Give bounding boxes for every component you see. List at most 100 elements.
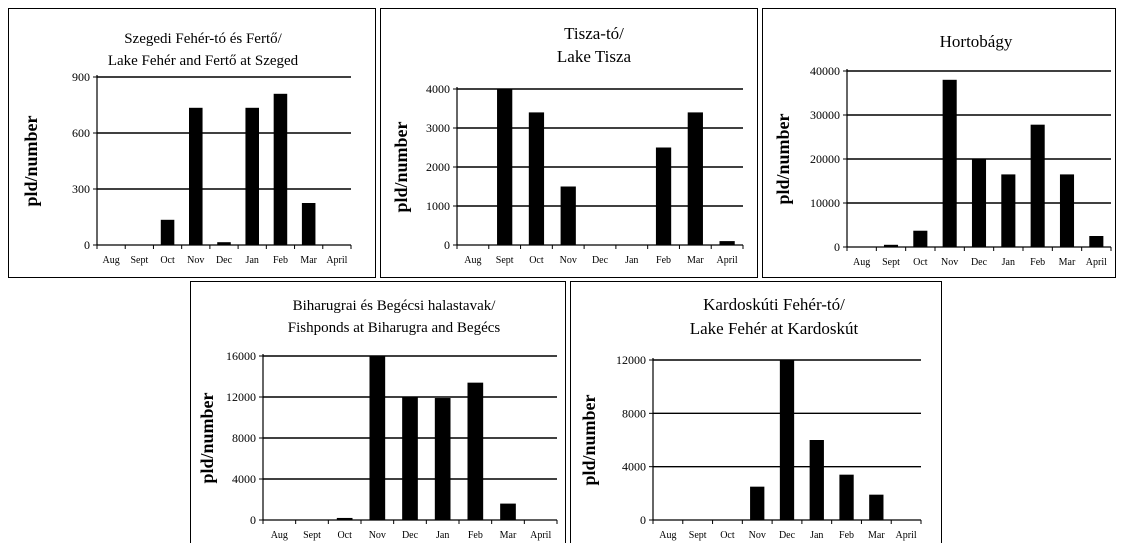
- bar-nov: [750, 486, 765, 520]
- chart-title-line-1: Biharugrai és Begécsi halastavak/: [293, 298, 497, 314]
- y-tick-label: 900: [72, 70, 90, 84]
- chart-title-line-1: Tisza-tó/: [564, 24, 624, 43]
- y-tick-label: 2000: [426, 160, 450, 174]
- x-tick-label: Sept: [689, 530, 707, 541]
- bar-mar: [869, 494, 884, 520]
- chart-title-line-1: Kardoskúti Fehér-tó/: [703, 295, 845, 314]
- bar-chart-tisza: Tisza-tó/Lake Tisza 0 1000 2000 3000 4000 Aug S…: [391, 24, 744, 266]
- bar-oct: [913, 230, 928, 247]
- bar-sept: [883, 244, 899, 247]
- x-tick-label: Jan: [625, 255, 638, 266]
- x-tick-label: Mar: [300, 255, 317, 266]
- x-tick-label: Dec: [592, 255, 609, 266]
- x-tick-label: Aug: [102, 255, 119, 266]
- bar-dec: [402, 397, 418, 520]
- bar-dec: [971, 159, 987, 247]
- y-tick-label: 4000: [622, 460, 646, 474]
- x-tick-label: Mar: [868, 530, 885, 541]
- bar-jan: [245, 107, 259, 245]
- x-tick-label: Oct: [337, 530, 352, 541]
- x-tick-label: Sept: [496, 255, 514, 266]
- y-tick-label: 300: [72, 182, 90, 196]
- y-tick-label: 600: [72, 126, 90, 140]
- x-tick-label: Aug: [853, 257, 870, 268]
- x-tick-label: Nov: [941, 257, 958, 268]
- chart-panel-tisza: Tisza-tó/Lake Tisza 0 1000 2000 3000 4000 Aug S…: [380, 8, 758, 278]
- bar-chart-biharugra: Biharugrai és Begécsi halastavak/Fishpon…: [197, 298, 558, 541]
- y-tick-label: 12000: [616, 353, 646, 367]
- x-tick-label: Aug: [659, 530, 676, 541]
- y-tick-label: 30000: [810, 108, 840, 122]
- x-tick-label: Jan: [436, 530, 449, 541]
- x-tick-label: April: [326, 255, 347, 266]
- chart-panel-biharugra: Biharugrai és Begécsi halastavak/Fishpon…: [190, 281, 566, 543]
- x-tick-label: Jan: [810, 530, 823, 541]
- x-tick-label: Dec: [402, 530, 419, 541]
- y-tick-label: 20000: [810, 152, 840, 166]
- x-tick-label: Sept: [303, 530, 321, 541]
- bar-nov: [560, 186, 576, 245]
- bar-chart-hortobagy: Hortobágy 0 10000 20000 30000 40000 Aug Sept Oct…: [773, 32, 1112, 268]
- x-tick-label: Aug: [464, 255, 481, 266]
- y-tick-label: 0: [84, 238, 90, 252]
- chart-panel-kardoskut: Kardoskúti Fehér-tó/Lake Fehér at Kardos…: [570, 281, 942, 543]
- y-tick-label: 0: [444, 238, 450, 252]
- x-tick-label: April: [717, 255, 738, 266]
- y-axis-label: pld/number: [391, 121, 411, 212]
- x-tick-label: Jan: [1002, 257, 1015, 268]
- bar-mar: [500, 503, 516, 520]
- chart-panel-hortobagy: Hortobágy 0 10000 20000 30000 40000 Aug Sept Oct…: [762, 8, 1116, 278]
- x-tick-label: Feb: [1030, 257, 1045, 268]
- bar-feb: [839, 474, 854, 520]
- bar-jan: [434, 398, 451, 520]
- bar-feb: [1030, 124, 1045, 247]
- bar-chart-szeged: Szegedi Fehér-tó és Fertő/Lake Fehér and…: [21, 31, 352, 266]
- y-tick-label: 0: [250, 513, 256, 527]
- bar-nov: [942, 79, 957, 247]
- y-tick-label: 16000: [226, 349, 256, 363]
- y-axis-label: pld/number: [773, 113, 793, 204]
- chart-title-line-2: Lake Tisza: [557, 47, 632, 66]
- bar-oct: [336, 517, 353, 520]
- x-tick-label: Feb: [273, 255, 288, 266]
- y-tick-label: 12000: [226, 390, 256, 404]
- bar-april: [1089, 236, 1104, 247]
- x-tick-label: Aug: [271, 530, 288, 541]
- y-tick-label: 8000: [232, 431, 256, 445]
- x-tick-label: Nov: [560, 255, 577, 266]
- y-tick-label: 10000: [810, 196, 840, 210]
- y-axis-label: pld/number: [197, 392, 217, 483]
- chart-panel-szeged: Szegedi Fehér-tó és Fertő/Lake Fehér and…: [8, 8, 376, 278]
- y-tick-label: 0: [640, 513, 646, 527]
- bar-mar: [687, 112, 703, 246]
- bar-jan: [809, 440, 824, 520]
- x-tick-label: April: [1086, 257, 1107, 268]
- chart-title-line-2: Lake Fehér and Fertő at Szeged: [108, 53, 299, 69]
- x-tick-label: Sept: [130, 255, 148, 266]
- bar-jan: [1001, 174, 1016, 247]
- bar-feb: [655, 147, 672, 245]
- x-tick-label: Oct: [529, 255, 544, 266]
- bar-nov: [369, 356, 386, 520]
- bar-chart-kardoskut: Kardoskúti Fehér-tó/Lake Fehér at Kardos…: [579, 295, 922, 541]
- chart-title-line-1: Hortobágy: [940, 32, 1013, 51]
- x-tick-label: Feb: [468, 530, 483, 541]
- bar-oct: [528, 112, 545, 246]
- y-tick-label: 40000: [810, 64, 840, 78]
- bar-april: [719, 241, 735, 245]
- bar-feb: [467, 382, 484, 520]
- x-tick-label: Mar: [687, 255, 704, 266]
- y-tick-label: 1000: [426, 199, 450, 213]
- bar-feb: [273, 93, 288, 245]
- x-tick-label: Oct: [720, 530, 735, 541]
- bar-oct: [160, 219, 175, 245]
- bar-dec: [217, 242, 231, 245]
- x-tick-label: Dec: [216, 255, 233, 266]
- x-tick-label: Nov: [369, 530, 386, 541]
- x-tick-label: Feb: [656, 255, 671, 266]
- x-tick-label: Nov: [749, 530, 766, 541]
- y-tick-label: 0: [834, 240, 840, 254]
- y-tick-label: 3000: [426, 121, 450, 135]
- bar-dec: [779, 360, 795, 520]
- bar-mar: [1059, 174, 1075, 247]
